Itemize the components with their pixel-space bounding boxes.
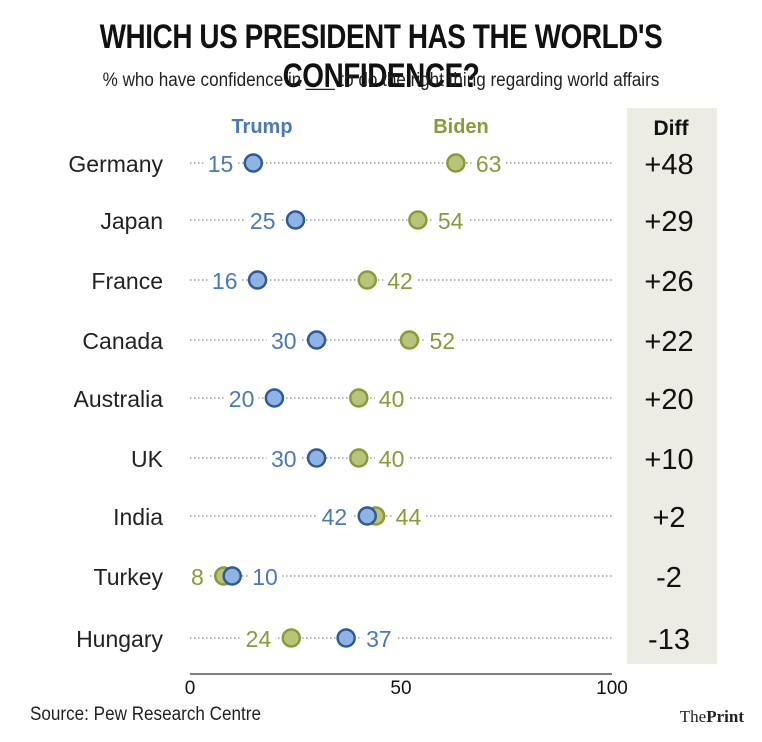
value-label: 42 <box>322 504 348 530</box>
trump-dot <box>247 270 268 290</box>
label-gap <box>173 562 208 590</box>
legend-trump: Trump <box>231 116 292 138</box>
chart-subtitle: % who have confidence in ___ to do the r… <box>102 70 660 91</box>
label-gap <box>383 266 418 294</box>
brand-logo: ThePrint <box>680 707 744 727</box>
x-tick-label: 50 <box>390 678 411 699</box>
diff-value: +29 <box>644 206 693 238</box>
label-gap <box>203 149 238 177</box>
label-gap <box>245 206 280 234</box>
trump-dot <box>243 153 264 173</box>
category-label: India <box>113 504 163 530</box>
label-gap <box>241 624 276 652</box>
biden-dot <box>408 210 428 230</box>
chart-title: WHICH US PRESIDENT HAS THE WORLD'S CONFI… <box>99 18 663 95</box>
brand-light: The <box>679 707 707 726</box>
diff-value: +10 <box>644 444 693 476</box>
trump-dot <box>336 628 356 648</box>
trump-dot <box>306 330 327 350</box>
label-gap <box>433 206 468 234</box>
category-label: France <box>91 268 163 294</box>
diff-value: -2 <box>656 562 682 594</box>
diff-value: +26 <box>644 266 693 298</box>
trump-dot <box>285 210 306 230</box>
value-label: 63 <box>476 151 502 177</box>
label-gap <box>374 384 409 412</box>
biden-dot <box>349 448 369 468</box>
x-tick-label: 100 <box>596 678 628 699</box>
x-tick-label: 0 <box>185 678 196 699</box>
diff-header: Diff <box>654 117 690 140</box>
diff-value: +48 <box>644 149 693 181</box>
biden-dot <box>357 270 377 290</box>
label-gap <box>266 444 301 472</box>
label-gap <box>248 562 283 590</box>
diff-value: +20 <box>644 384 693 416</box>
brand-bold: Print <box>706 707 744 726</box>
biden-dot <box>281 628 302 648</box>
value-label: 30 <box>271 446 297 472</box>
label-gap <box>391 502 426 530</box>
value-label: 24 <box>246 626 272 652</box>
diff-value: +2 <box>652 502 685 534</box>
label-gap <box>207 266 242 294</box>
value-label: 37 <box>366 626 392 652</box>
label-gap <box>471 149 506 177</box>
value-label: 15 <box>208 151 234 177</box>
biden-dot <box>399 330 420 350</box>
diff-value: -13 <box>648 624 690 656</box>
category-label: Germany <box>68 151 163 177</box>
value-label: 54 <box>438 208 464 234</box>
value-label: 20 <box>229 386 255 412</box>
label-gap <box>425 326 460 354</box>
label-gap <box>224 384 259 412</box>
value-label: 30 <box>271 328 297 354</box>
value-label: 8 <box>191 564 204 590</box>
label-gap <box>374 444 409 472</box>
trump-dot <box>357 506 377 526</box>
trump-dot <box>222 566 242 586</box>
label-gap <box>317 502 352 530</box>
trump-dot <box>306 448 327 468</box>
trump-dot <box>264 388 285 408</box>
value-label: 40 <box>379 446 405 472</box>
diff-column-background <box>627 108 717 664</box>
value-label: 10 <box>252 564 278 590</box>
label-gap <box>266 326 301 354</box>
value-label: 25 <box>250 208 276 234</box>
diff-value: +22 <box>644 326 693 358</box>
source-note: Source: Pew Research Centre <box>30 704 261 725</box>
value-label: 16 <box>212 268 238 294</box>
category-label: UK <box>131 446 164 472</box>
category-label: Turkey <box>94 564 164 590</box>
value-label: 42 <box>387 268 413 294</box>
biden-dot <box>349 388 369 408</box>
value-label: 40 <box>379 386 405 412</box>
biden-dot <box>446 153 466 173</box>
category-label: Hungary <box>76 626 163 652</box>
value-label: 44 <box>396 504 422 530</box>
legend-biden: Biden <box>433 116 489 138</box>
label-gap <box>362 624 397 652</box>
category-label: Canada <box>82 328 163 354</box>
category-label: Japan <box>100 208 163 234</box>
value-label: 52 <box>429 328 455 354</box>
category-label: Australia <box>74 386 164 412</box>
